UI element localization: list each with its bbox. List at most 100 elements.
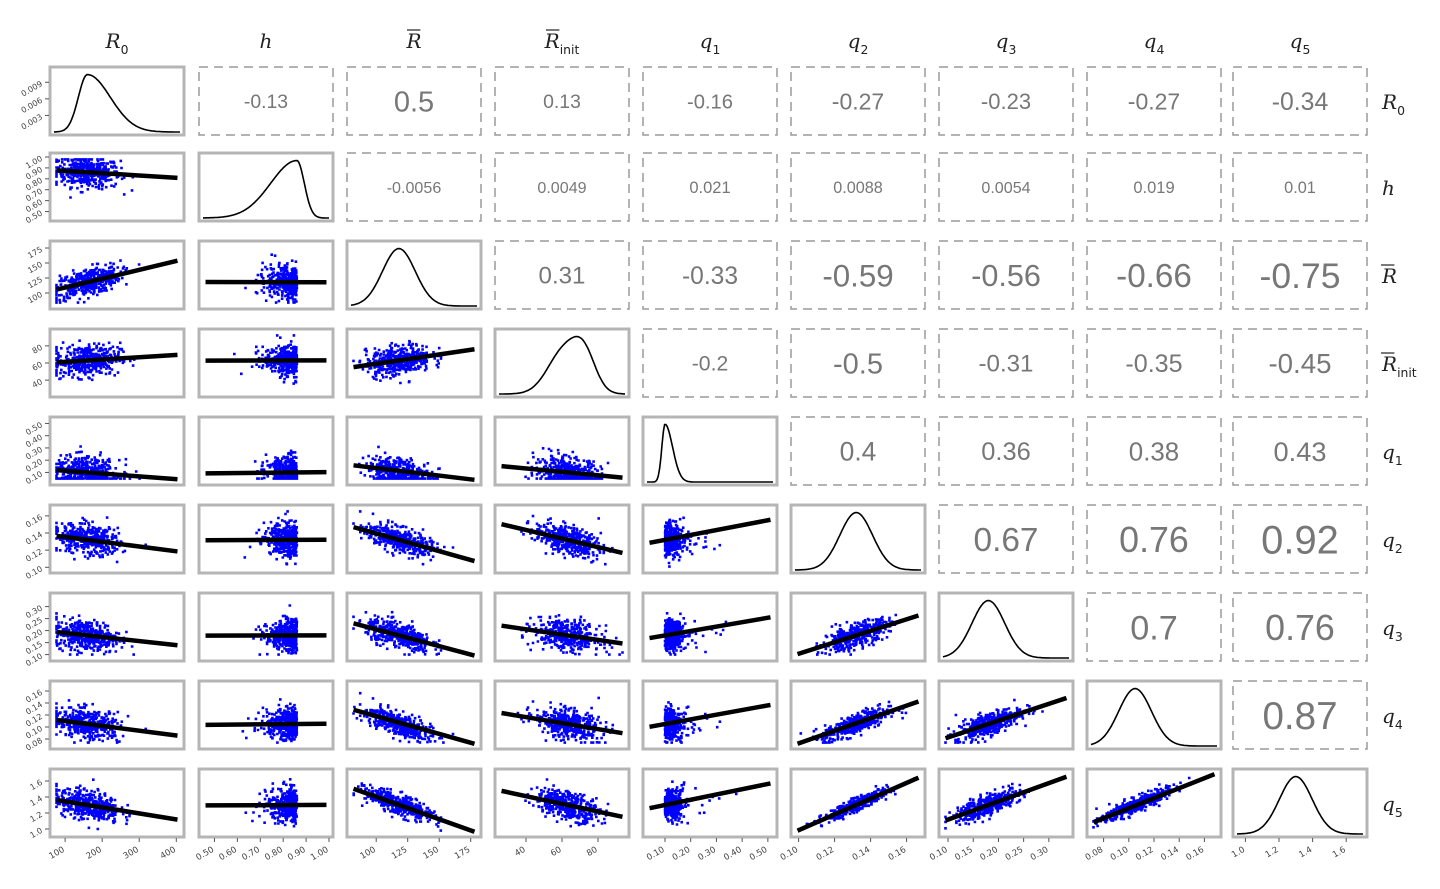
panel-border <box>1231 767 1369 839</box>
panel-border <box>197 151 335 223</box>
correlation-value: 0.43 <box>1274 436 1327 467</box>
y-tick-label: 1.6 <box>28 778 44 792</box>
panel-h-q5: 0.01 <box>1232 152 1368 222</box>
panel-q5-Rbar <box>345 767 483 839</box>
x-tick-label: 0.60 <box>217 845 238 863</box>
column-label-q5: q5 <box>1290 29 1311 57</box>
x-tick-label: 60 <box>549 845 563 859</box>
regression-line <box>501 788 623 820</box>
panel-q1-Rinit <box>493 415 631 487</box>
regression-line <box>500 521 624 556</box>
x-tick-label: 0.10 <box>1109 845 1130 863</box>
svg-text:h: h <box>260 29 273 53</box>
regression-line <box>944 774 1068 823</box>
correlation-value: 0.36 <box>981 438 1030 466</box>
correlation-value: -0.16 <box>687 91 733 113</box>
regression-line <box>352 786 476 834</box>
svg-text:R0: R0 <box>105 29 129 57</box>
correlation-panel-border <box>1232 152 1368 222</box>
panel-q5-q1 <box>641 767 779 839</box>
regression-line <box>56 629 178 648</box>
panel-q2-q5: 0.92 <box>1232 504 1368 574</box>
panel-R0-q5: -0.34 <box>1232 66 1368 136</box>
y-tick-label: 1.4 <box>28 794 44 808</box>
correlation-value: 0.87 <box>1262 695 1337 738</box>
y-tick-label: 125 <box>26 275 44 290</box>
svg-text:q3: q3 <box>996 29 1017 57</box>
x-tick-label: 40 <box>513 845 527 859</box>
y-tick-label: 0.14 <box>24 530 44 547</box>
x-tick-label: 0.10 <box>928 845 949 863</box>
panel-h-q3: 0.0054 <box>938 152 1074 222</box>
y-tick-label: 0.50 <box>24 420 44 437</box>
x-tick-label: 200 <box>85 845 104 862</box>
regression-line <box>56 352 178 365</box>
scatter-point-cloud <box>352 339 443 385</box>
svg-text:q1: q1 <box>1382 440 1403 468</box>
x-tick-label: 125 <box>390 845 409 862</box>
panel-Rbar-R0 <box>48 239 186 311</box>
y-tick-label: 175 <box>26 245 44 260</box>
correlation-panel-border <box>494 240 630 310</box>
y-tick-label: 1.0 <box>28 826 44 840</box>
correlation-value: -0.2 <box>692 353 729 376</box>
row-label-q5: q5 <box>1382 792 1403 820</box>
panel-h-q2: 0.0088 <box>790 152 926 222</box>
panel-q4-R0 <box>48 679 186 751</box>
panel-q5-q4 <box>1085 767 1223 839</box>
density-curve <box>203 159 329 219</box>
x-tick-label: 0.20 <box>979 845 1000 863</box>
x-tick-label: 0.15 <box>953 845 974 863</box>
regression-line <box>55 258 179 292</box>
x-tick-label: 1.0 <box>1230 845 1247 860</box>
correlation-panel-border <box>1232 504 1368 574</box>
svg-text:q4: q4 <box>1382 704 1403 732</box>
regression-line <box>205 721 327 728</box>
correlation-value: 0.0054 <box>981 179 1030 197</box>
x-tick-label: 175 <box>453 845 472 862</box>
panel-R0-q4: -0.27 <box>1086 66 1222 136</box>
y-tick-label: 0.12 <box>24 547 44 564</box>
correlation-value: -0.31 <box>979 351 1034 378</box>
row-label-q1: q1 <box>1382 440 1403 468</box>
x-tick-label: 0.16 <box>1184 845 1205 863</box>
svg-text:R: R <box>1381 264 1397 288</box>
regression-line <box>501 463 623 480</box>
regression-line <box>205 537 327 543</box>
regression-line <box>501 710 623 736</box>
svg-text:q5: q5 <box>1382 792 1403 820</box>
regression-line <box>353 347 475 370</box>
panel-R0-q1: -0.16 <box>642 66 778 136</box>
correlation-value: 0.019 <box>1133 179 1174 197</box>
correlation-panel-border <box>938 66 1074 136</box>
panel-q1-R0 <box>48 415 186 487</box>
correlation-value: 0.76 <box>1119 520 1189 560</box>
panel-h-Rbar: -0.0056 <box>346 152 482 222</box>
panel-q4-q5: 0.87 <box>1232 680 1368 750</box>
correlation-value: -0.45 <box>1268 348 1331 379</box>
panel-border <box>641 767 779 839</box>
x-tick-label: 300 <box>122 845 141 862</box>
panel-q3-q4: 0.7 <box>1086 592 1222 662</box>
panel-q3-q2 <box>789 591 927 663</box>
panel-q1-q1 <box>641 415 779 487</box>
svg-text:R: R <box>405 29 421 53</box>
panel-q3-q5: 0.76 <box>1232 592 1368 662</box>
density-curve <box>795 511 921 571</box>
correlation-value: -0.34 <box>1272 89 1329 116</box>
panel-q4-q2 <box>789 679 927 751</box>
panel-q5-q5 <box>1231 767 1369 839</box>
panel-Rinit-R0 <box>48 327 186 399</box>
x-tick-label: 0.90 <box>286 845 307 863</box>
x-tick-label: 1.2 <box>1264 845 1281 860</box>
x-tick-label: 1.6 <box>1331 845 1348 860</box>
column-label-q3: q3 <box>996 29 1017 57</box>
panel-Rinit-q2: -0.5 <box>790 328 926 398</box>
panel-q2-q3: 0.67 <box>938 504 1074 574</box>
x-tick-label: 0.40 <box>722 845 743 863</box>
panel-q4-Rbar <box>345 679 483 751</box>
panel-Rbar-q2: -0.59 <box>790 240 926 310</box>
regression-line <box>352 524 476 564</box>
correlation-panel-border <box>938 240 1074 310</box>
regression-line <box>649 781 771 811</box>
